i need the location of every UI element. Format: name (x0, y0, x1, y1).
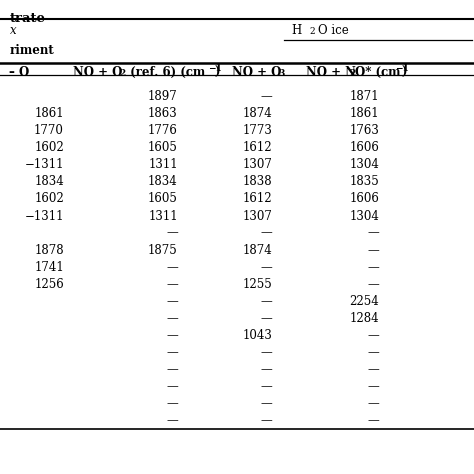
Text: −1311: −1311 (25, 210, 64, 222)
Text: 1773: 1773 (243, 124, 273, 137)
Text: —: — (166, 397, 178, 410)
Text: —: — (261, 261, 273, 273)
Text: —: — (166, 295, 178, 308)
Text: —: — (261, 90, 273, 103)
Text: 2254: 2254 (349, 295, 379, 308)
Text: —: — (166, 346, 178, 359)
Text: —: — (367, 261, 379, 273)
Text: —: — (261, 227, 273, 239)
Text: 1605: 1605 (148, 192, 178, 205)
Text: −1311: −1311 (25, 158, 64, 171)
Text: —: — (367, 346, 379, 359)
Text: 1304: 1304 (349, 158, 379, 171)
Text: 1311: 1311 (148, 210, 178, 222)
Text: 1838: 1838 (243, 175, 273, 188)
Text: —: — (367, 414, 379, 427)
Text: ): ) (215, 66, 220, 79)
Text: —: — (166, 380, 178, 393)
Text: 1307: 1307 (243, 158, 273, 171)
Text: trate: trate (9, 12, 46, 25)
Text: 1878: 1878 (34, 244, 64, 256)
Text: —: — (367, 363, 379, 376)
Text: ): ) (401, 66, 407, 79)
Text: 1311: 1311 (148, 158, 178, 171)
Text: —: — (166, 363, 178, 376)
Text: 1304: 1304 (349, 210, 379, 222)
Text: 1763: 1763 (349, 124, 379, 137)
Text: —: — (367, 227, 379, 239)
Text: NO + N: NO + N (306, 66, 356, 79)
Text: 1834: 1834 (148, 175, 178, 188)
Text: 1874: 1874 (243, 107, 273, 120)
Text: —: — (261, 397, 273, 410)
Text: 1284: 1284 (350, 312, 379, 325)
Text: 1606: 1606 (349, 141, 379, 154)
Text: 1043: 1043 (243, 329, 273, 342)
Text: 3: 3 (279, 69, 285, 78)
Text: 1612: 1612 (243, 192, 273, 205)
Text: —: — (166, 329, 178, 342)
Text: 1776: 1776 (148, 124, 178, 137)
Text: —: — (367, 244, 379, 256)
Text: —: — (166, 414, 178, 427)
Text: x: x (9, 24, 16, 36)
Text: 1835: 1835 (349, 175, 379, 188)
Text: 2: 2 (310, 27, 315, 36)
Text: —: — (261, 312, 273, 325)
Text: – O: – O (9, 66, 30, 79)
Text: —: — (166, 278, 178, 291)
Text: 1605: 1605 (148, 141, 178, 154)
Text: 1874: 1874 (243, 244, 273, 256)
Text: 1770: 1770 (34, 124, 64, 137)
Text: 1871: 1871 (350, 90, 379, 103)
Text: —: — (166, 227, 178, 239)
Text: 1863: 1863 (148, 107, 178, 120)
Text: 1861: 1861 (34, 107, 64, 120)
Text: O* (cm: O* (cm (355, 66, 401, 79)
Text: —: — (166, 312, 178, 325)
Text: O ice: O ice (318, 24, 348, 36)
Text: 1861: 1861 (350, 107, 379, 120)
Text: 1834: 1834 (34, 175, 64, 188)
Text: NO + O: NO + O (73, 66, 123, 79)
Text: 1612: 1612 (243, 141, 273, 154)
Text: 2: 2 (349, 69, 356, 78)
Text: NO + O: NO + O (232, 66, 282, 79)
Text: —: — (166, 261, 178, 273)
Text: —: — (367, 329, 379, 342)
Text: —: — (261, 295, 273, 308)
Text: —: — (367, 397, 379, 410)
Text: 2: 2 (120, 69, 126, 78)
Text: —: — (367, 380, 379, 393)
Text: 1602: 1602 (34, 141, 64, 154)
Text: 1741: 1741 (34, 261, 64, 273)
Text: 1897: 1897 (148, 90, 178, 103)
Text: —: — (261, 363, 273, 376)
Text: 1307: 1307 (243, 210, 273, 222)
Text: riment: riment (9, 44, 54, 56)
Text: H: H (292, 24, 302, 36)
Text: —: — (367, 278, 379, 291)
Text: 1256: 1256 (34, 278, 64, 291)
Text: 1255: 1255 (243, 278, 273, 291)
Text: 1875: 1875 (148, 244, 178, 256)
Text: —: — (261, 380, 273, 393)
Text: —: — (261, 346, 273, 359)
Text: 1602: 1602 (34, 192, 64, 205)
Text: −1: −1 (208, 64, 221, 73)
Text: —: — (261, 414, 273, 427)
Text: 1606: 1606 (349, 192, 379, 205)
Text: (ref. 6) (cm: (ref. 6) (cm (126, 66, 205, 79)
Text: −1: −1 (395, 64, 409, 73)
